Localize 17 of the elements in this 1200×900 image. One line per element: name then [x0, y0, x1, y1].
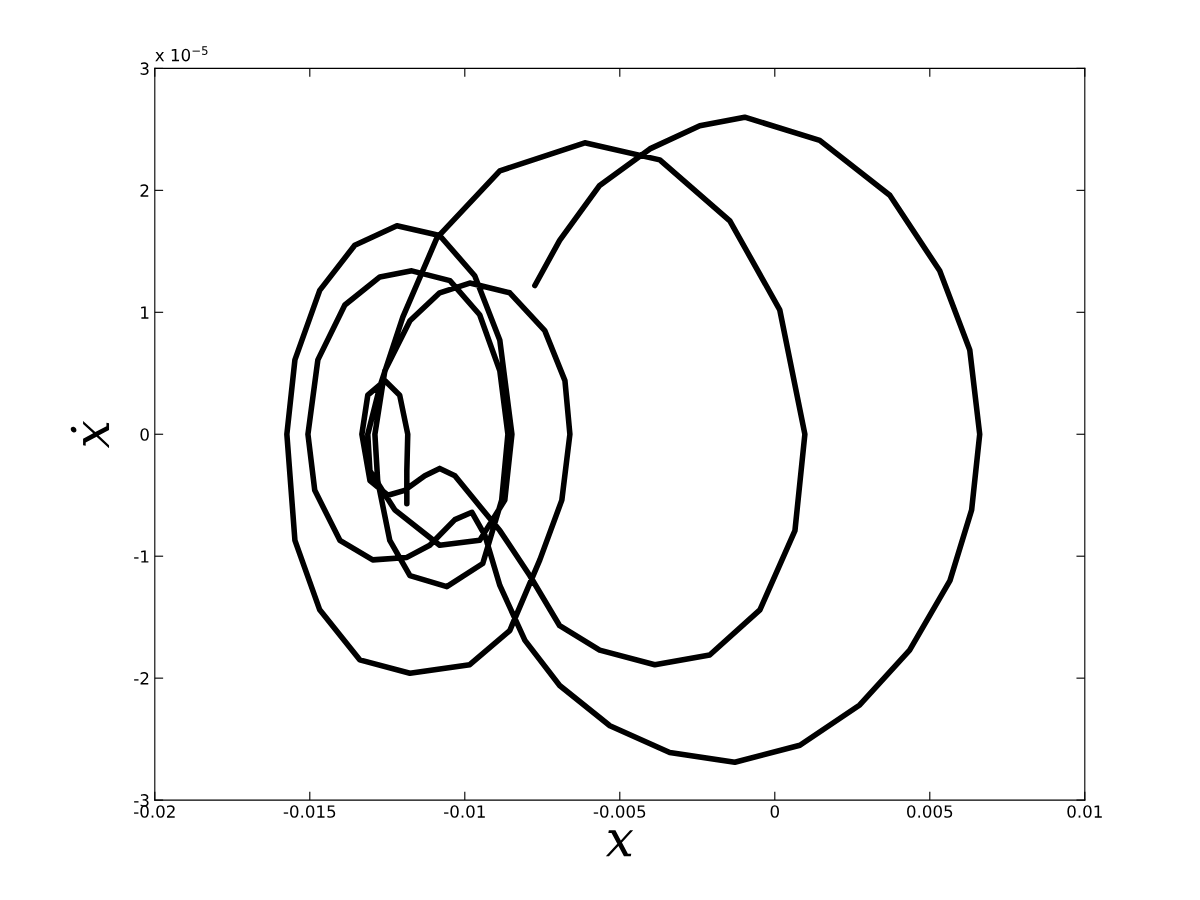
x-tick-label: -0.02: [134, 805, 175, 818]
x-tick-label: 0: [770, 805, 779, 818]
x-tick-label: 0.005: [907, 805, 953, 818]
y-tick-label: 3: [140, 62, 149, 75]
x-tick-label: -0.01: [444, 805, 485, 818]
y-axis-title: ẋ: [70, 420, 110, 449]
y-tick-label: 2: [140, 184, 149, 197]
x-axis-title: x: [605, 830, 634, 857]
y-tick-label: 1: [141, 306, 149, 319]
x-tick-label: -0.005: [593, 805, 646, 818]
text: x 10$^{−5}$: [155, 46, 208, 62]
x-tick-label: 0.01: [1067, 805, 1102, 818]
y-tick-label: -2: [134, 672, 149, 685]
y-tick-label: -1: [134, 550, 149, 563]
x-tick-label: -0.015: [283, 805, 336, 818]
y-tick-label: -3: [134, 794, 149, 807]
y-tick-label: 0: [140, 428, 149, 441]
